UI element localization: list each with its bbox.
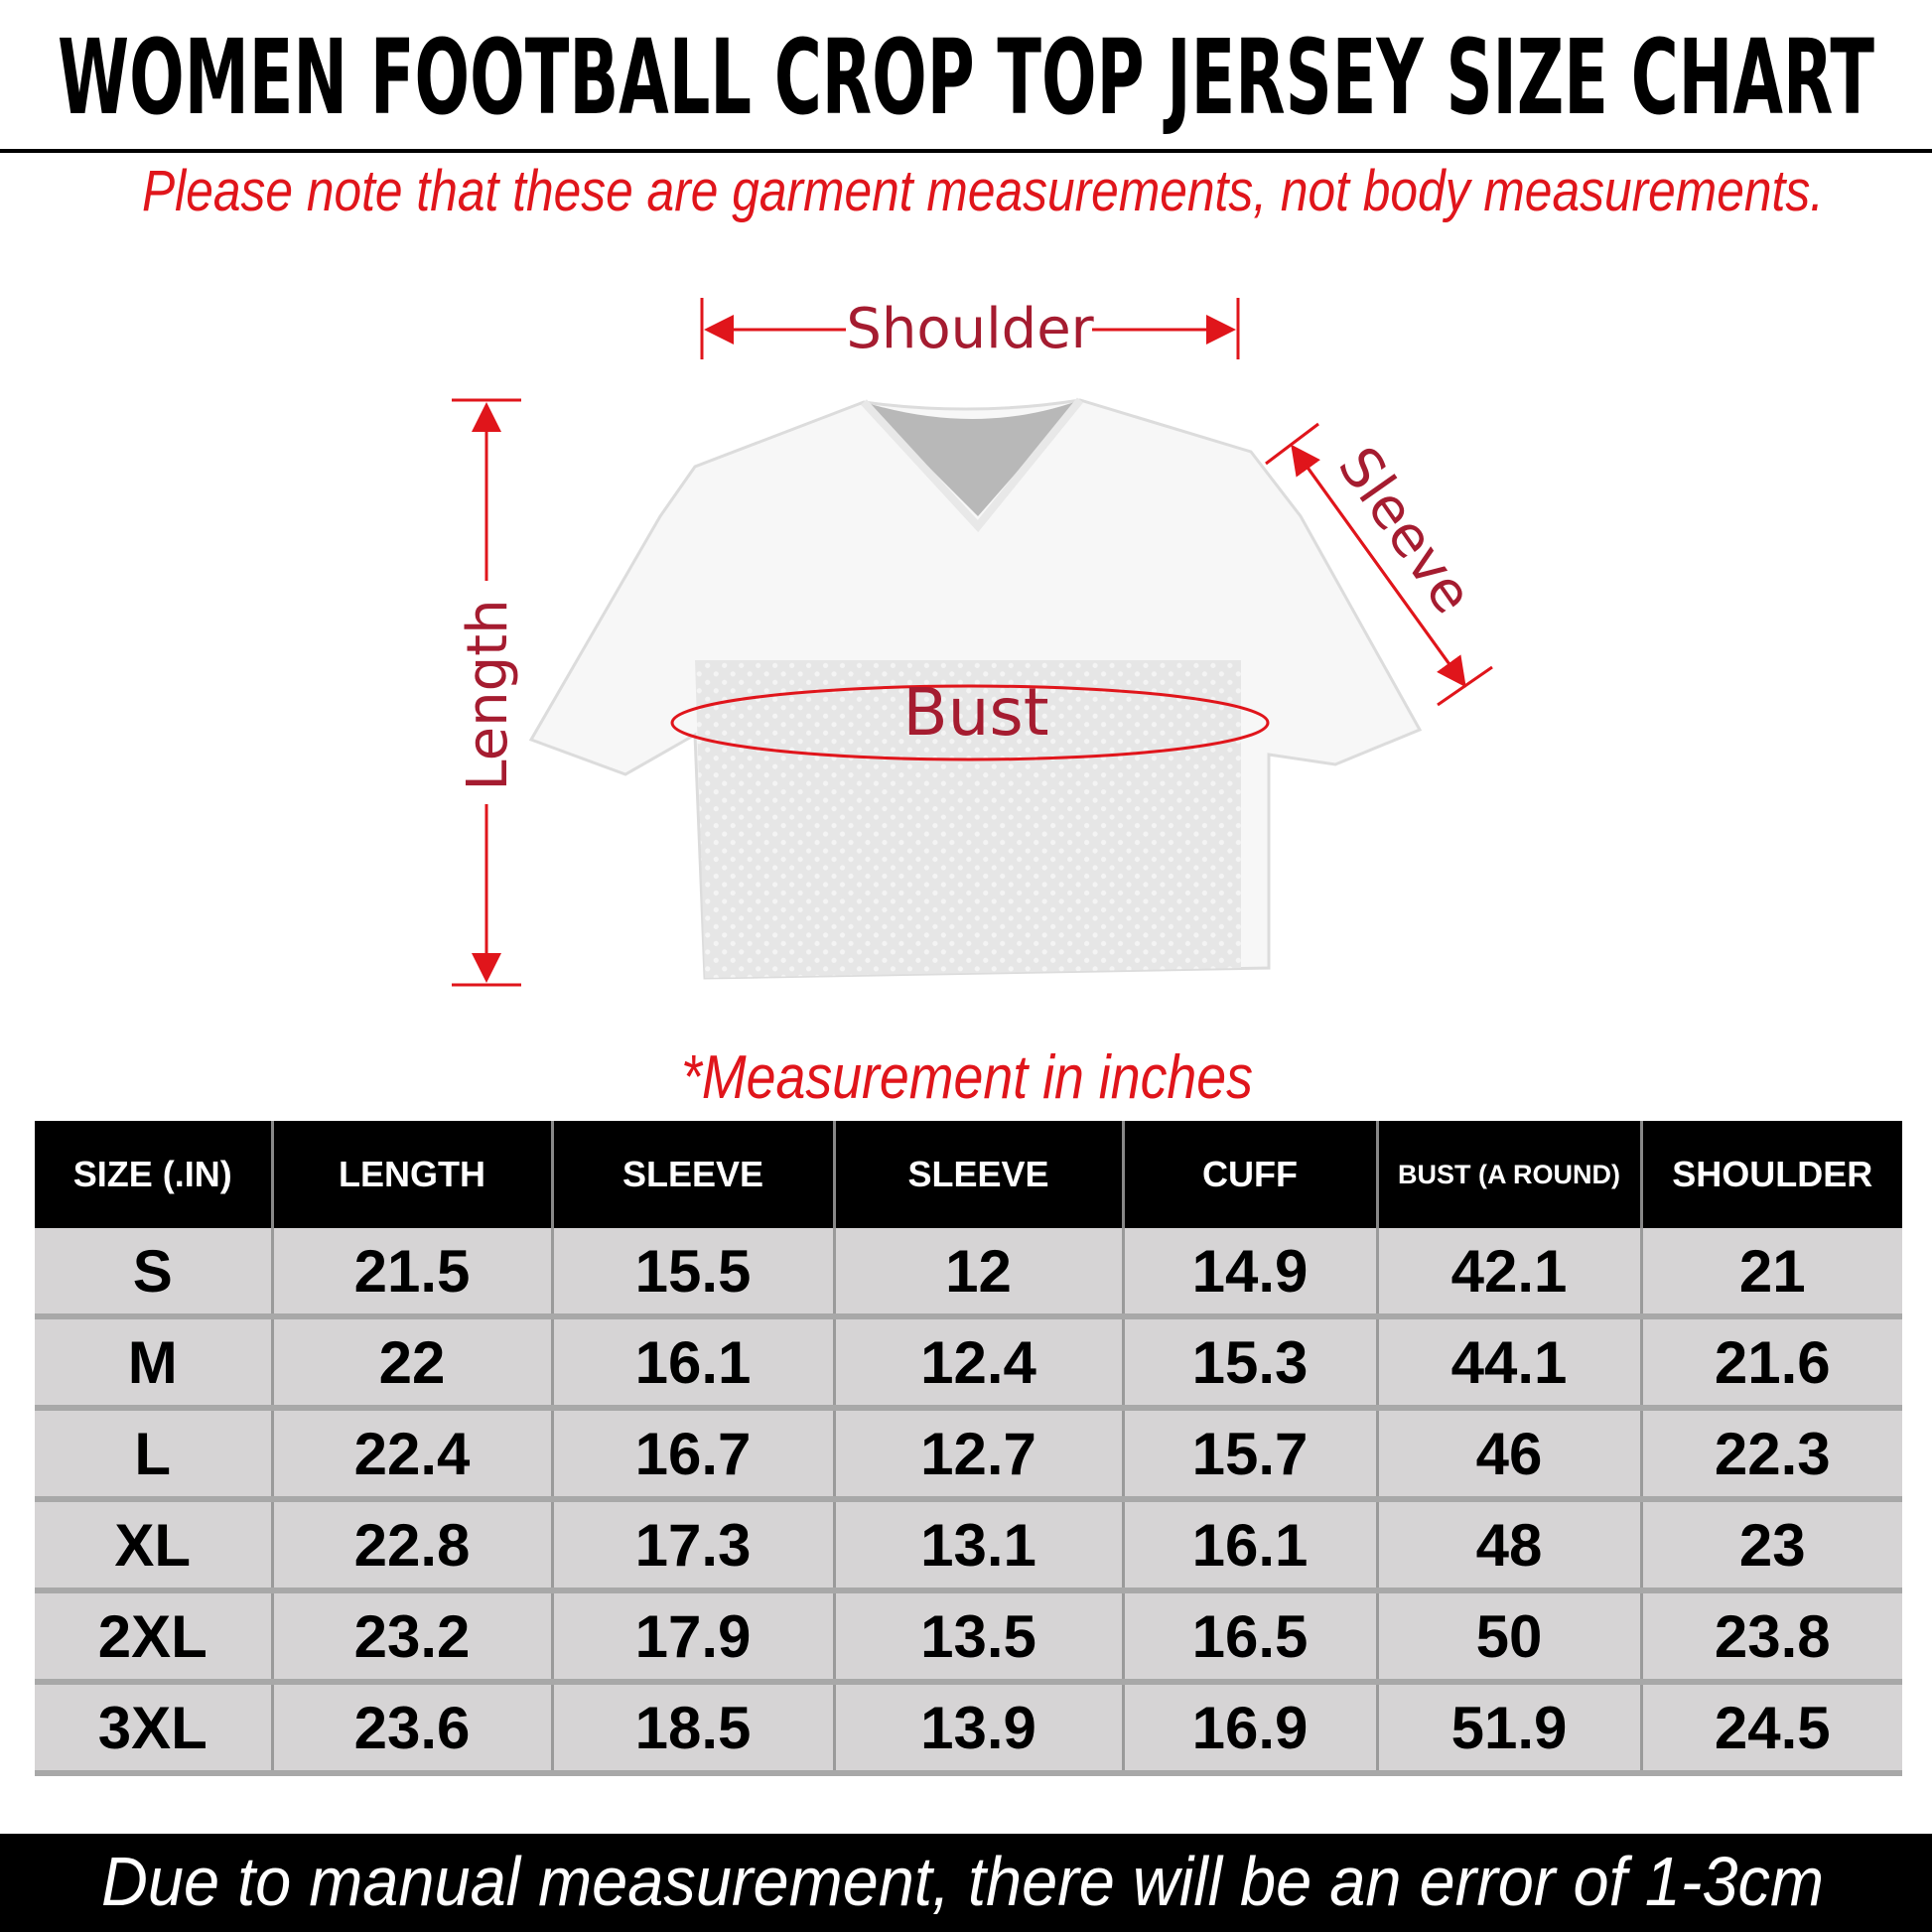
measurement-cell: 23 [1639, 1499, 1902, 1593]
column-header: LENGTH [270, 1121, 552, 1228]
column-header: BUST (A ROUND) [1375, 1121, 1641, 1228]
measurement-cell: 13.1 [832, 1499, 1123, 1593]
jersey-diagram: Shoulder Length Sleeve Bust [452, 297, 1493, 987]
measurement-cell: 16.5 [1121, 1590, 1377, 1685]
bust-label: Bust [902, 674, 1048, 751]
measurement-cell: 23.6 [270, 1682, 552, 1776]
table-row: S 21.5 15.5 12 14.9 42.1 21 [35, 1228, 1902, 1319]
measurement-cell: 16.7 [550, 1408, 834, 1502]
measurement-cell: 51.9 [1375, 1682, 1641, 1776]
measurement-cell: 15.3 [1121, 1316, 1377, 1411]
measurement-cell: 13.9 [832, 1682, 1123, 1776]
size-cell: L [35, 1408, 272, 1502]
measurement-cell: 15.7 [1121, 1408, 1377, 1502]
page-title-text: WOMEN FOOTBALL CROP TOP JERSEY SIZE CHAR… [58, 17, 1874, 137]
column-header: CUFF [1121, 1121, 1377, 1228]
column-header: SLEEVE [550, 1121, 834, 1228]
measurement-cell: 21.5 [270, 1228, 552, 1319]
size-cell: S [35, 1228, 272, 1319]
measurement-cell: 44.1 [1375, 1316, 1641, 1411]
measurement-cell: 21.6 [1639, 1316, 1902, 1411]
measurement-cell: 23.2 [270, 1590, 552, 1685]
garment-note: Please note that these are garment measu… [142, 159, 1824, 223]
measurement-cell: 16.1 [550, 1316, 834, 1411]
measurement-cell: 22.3 [1639, 1408, 1902, 1502]
table-row: 2XL 23.2 17.9 13.5 16.5 50 23.8 [35, 1590, 1902, 1685]
size-cell: 2XL [35, 1590, 272, 1685]
measurement-cell: 22.8 [270, 1499, 552, 1593]
footer-note-text: Due to manual measurement, there will be… [101, 1843, 1824, 1920]
divider [0, 149, 1932, 153]
measurement-cell: 12.4 [832, 1316, 1123, 1411]
table-row: 3XL 23.6 18.5 13.9 16.9 51.9 24.5 [35, 1682, 1902, 1776]
measurement-cell: 12.7 [832, 1408, 1123, 1502]
measurement-cell: 15.5 [550, 1228, 834, 1319]
bust-measure: Bust [670, 674, 1270, 761]
measurement-cell: 16.1 [1121, 1499, 1377, 1593]
column-header: SHOULDER [1639, 1121, 1902, 1228]
measurement-cell: 48 [1375, 1499, 1641, 1593]
length-measure: Length [452, 398, 521, 987]
shoulder-measure: Shoulder [700, 297, 1240, 361]
table-row: XL 22.8 17.3 13.1 16.1 48 23 [35, 1499, 1902, 1593]
table-header-row: SIZE (.IN) LENGTH SLEEVE SLEEVE CUFF BUST (A … [35, 1121, 1902, 1228]
size-cell: XL [35, 1499, 272, 1593]
length-label: Length [456, 599, 520, 790]
measurement-cell: 16.9 [1121, 1682, 1377, 1776]
column-header: SLEEVE [832, 1121, 1123, 1228]
size-table: SIZE (.IN) LENGTH SLEEVE SLEEVE CUFF BUST (A … [35, 1121, 1902, 1776]
page-title: WOMEN FOOTBALL CROP TOP JERSEY SIZE CHAR… [58, 17, 1874, 137]
unit-note-text: *Measurement in inches [681, 1043, 1253, 1112]
measurement-cell: 22.4 [270, 1408, 552, 1502]
table-row: L 22.4 16.7 12.7 15.7 46 22.3 [35, 1408, 1902, 1502]
footer-note: Due to manual measurement, there will be… [0, 1834, 1932, 1932]
shoulder-label: Shoulder [846, 297, 1094, 361]
jersey-illustration [528, 397, 1423, 980]
garment-note-text: Please note that these are garment measu… [142, 159, 1824, 223]
measurement-cell: 18.5 [550, 1682, 834, 1776]
unit-note: *Measurement in inches [681, 1043, 1253, 1112]
measurement-cell: 17.9 [550, 1590, 834, 1685]
size-cell: 3XL [35, 1682, 272, 1776]
size-cell: M [35, 1316, 272, 1411]
sleeve-label: Sleeve [1325, 436, 1485, 625]
table-row: M 22 16.1 12.4 15.3 44.1 21.6 [35, 1316, 1902, 1411]
measurement-cell: 22 [270, 1316, 552, 1411]
measurement-cell: 21 [1639, 1228, 1902, 1319]
measurement-cell: 13.5 [832, 1590, 1123, 1685]
measurement-cell: 50 [1375, 1590, 1641, 1685]
measurement-cell: 42.1 [1375, 1228, 1641, 1319]
column-header: SIZE (.IN) [35, 1121, 272, 1228]
measurement-cell: 14.9 [1121, 1228, 1377, 1319]
measurement-cell: 12 [832, 1228, 1123, 1319]
measurement-cell: 46 [1375, 1408, 1641, 1502]
measurement-cell: 17.3 [550, 1499, 834, 1593]
measurement-cell: 24.5 [1639, 1682, 1902, 1776]
measurement-cell: 23.8 [1639, 1590, 1902, 1685]
